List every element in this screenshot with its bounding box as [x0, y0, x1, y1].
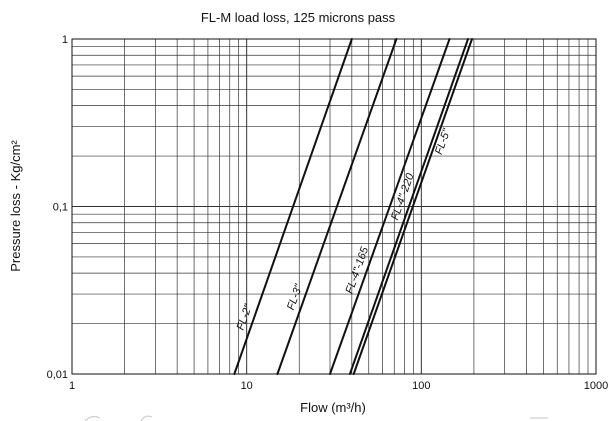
chart-title: FL-M load loss, 125 microns pass [201, 10, 396, 25]
series-label: FL-3" [285, 282, 306, 312]
series-line [233, 38, 353, 375]
bottom-decoration [84, 415, 548, 421]
x-tick-label: 10 [241, 380, 253, 392]
series-line [352, 38, 473, 375]
series-line [329, 38, 451, 375]
series-line [276, 38, 398, 375]
series-line [348, 38, 469, 375]
y-tick-labels: 0,01 0,1 1 [47, 34, 68, 381]
y-tick-label: 0,01 [47, 369, 68, 381]
y-tick-label: 1 [62, 34, 68, 46]
x-tick-labels: 1 10 100 1000 [69, 380, 608, 392]
x-tick-label: 1000 [584, 380, 608, 392]
grid [72, 39, 596, 374]
x-tick-label: 1 [69, 380, 75, 392]
x-axis-label: Flow (m³/h) [300, 400, 366, 415]
x-tick-label: 100 [412, 380, 430, 392]
plot-frame [71, 38, 597, 375]
y-tick-label: 0,1 [53, 202, 68, 214]
series-label: FL-2" [235, 302, 255, 332]
y-axis-label: Pressure loss - Kg/cm² [8, 140, 23, 272]
